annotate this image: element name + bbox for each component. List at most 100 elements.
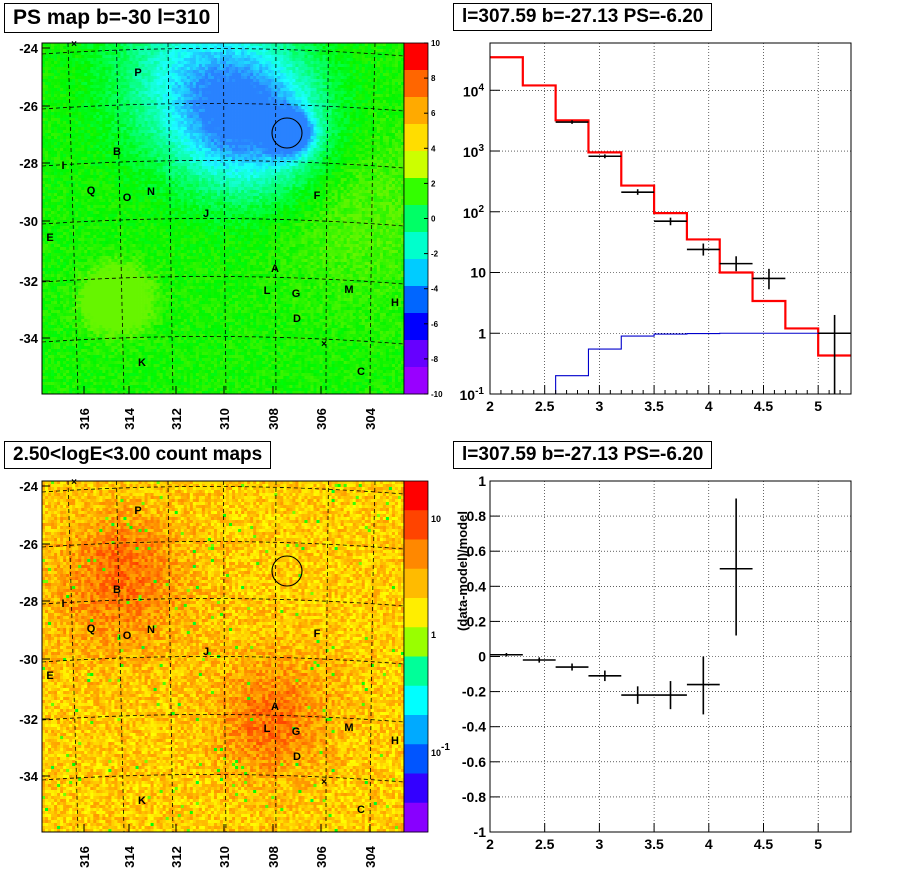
longitude-line [67,480,79,833]
source-label-e: E [46,232,53,244]
y-tick-label: 0.6 [467,543,487,559]
colorbar-tick-label: 10 [431,39,440,48]
source-label-b: B [113,584,121,596]
colorbar-frame [403,480,429,833]
series-group [490,56,851,394]
y-tick-label: -0.4 [462,719,486,735]
x-tick-label: 3 [595,398,603,414]
x-tick-label: 5 [814,398,822,414]
candidate-source-circle [271,555,303,587]
colorbar-segment [404,685,428,716]
source-label-c: C [357,804,365,816]
candidate-source-circle [271,117,303,149]
x-tick-label: 304 [363,845,378,867]
residual-title: l=307.59 b=-27.13 PS=-6.20 [453,441,713,469]
x-tick-label: 312 [169,408,184,430]
x-tick-label: 308 [266,408,281,430]
source-label-p: P [134,67,141,79]
x-tick-label: 314 [122,845,137,867]
y-tick-label: -30 [19,652,38,667]
corner-marker: × [321,777,327,788]
y-tick-label: -24 [19,41,39,56]
colorbar-segment [404,70,428,98]
colorbar-tick-label: 4 [431,144,436,153]
source-label-f: F [314,190,321,202]
residual-plot: 2 2.5 3 3.5 4 4.5 5 1 0.8 0.6 0.4 0.2 0 -0.2 -0.4 -0.6 -… [455,473,852,852]
colorbar-segment [404,510,428,540]
colorbar-segment [404,598,428,628]
x-tick-label: 2.5 [535,398,555,414]
colorbar-tick-label: -2 [431,250,439,259]
x-tick-label: 4 [705,398,713,414]
colorbar-tick-label: 0 [431,215,436,224]
colorbar-segment [404,744,428,774]
spectrum-panel: 2 2.5 3 3.5 4 4.5 5 1 10 10-1 102 103 104 l=307.59 b… [450,0,898,438]
y-tick-label: -24 [19,479,39,494]
x-tick-label: 3.5 [644,836,664,852]
map-pixels [42,481,405,833]
colorbar-segment [404,313,428,341]
source-label-h: H [391,735,399,747]
x-tick-label: 316 [77,846,92,868]
x-tick-label: 2.5 [535,836,555,852]
source-label-l: L [264,285,271,297]
source-label-a: A [271,263,279,275]
colorbar-segment [404,773,428,804]
colorbar-tick-label: 2 [431,179,436,188]
source-label-m: M [344,722,353,734]
colorbar-segment [404,232,428,260]
colorbar-segment [404,568,428,599]
colorbar-segment [404,43,428,71]
y-tick-label: 0.8 [467,508,487,524]
longitude-line [275,480,277,833]
longitude-line [325,480,329,833]
y-tick-label: -32 [19,712,38,727]
y-tick-label: 0.2 [467,613,487,629]
source-label-m: M [344,284,353,296]
colorbar-tick-label: -10 [431,390,443,399]
map-pixels [42,43,405,395]
y-tick-label: -0.2 [462,684,486,700]
y-tick-label: -34 [19,331,39,346]
colorbar-segment [404,539,428,570]
colorbar-segment [404,151,428,179]
colorbar-tick-label: 10 [431,514,441,524]
colorbar-tick-label: -6 [431,320,439,329]
y-tick-label: 0 [478,649,486,665]
source-label-c: C [357,366,365,378]
corner-marker: × [71,477,77,488]
source-label-k: K [138,357,146,369]
x-tick-label: 2 [486,398,494,414]
colorbar-segment [404,481,428,511]
source-label-q: Q [87,623,96,635]
colorbar-tick-label: -8 [431,355,439,364]
x-tick-label: 3 [595,836,603,852]
source-label-d: D [293,313,301,325]
source-label-p: P [134,505,141,517]
corner-marker: × [71,39,77,50]
count-map-plot: -24 -26 -28 -30 -32 -34 316 314 312 310 308 306 304 P… [19,477,450,868]
source-label-o: O [123,192,132,204]
source-label-g: G [292,726,301,738]
colorbar-segment [404,178,428,206]
count-map-panel: -24 -26 -28 -30 -32 -34 316 314 312 310 308 306 304 P… [0,438,450,875]
colorbar-segment [404,97,428,125]
x-tick-label: 2 [486,836,494,852]
y-tick-label: -1 [474,824,487,840]
colorbar-segment [404,259,428,287]
x-tick-label: 3.5 [644,398,664,414]
x-tick-label: 306 [314,408,329,430]
longitude-line [369,480,376,833]
x-tick-label: 4 [705,836,713,852]
y-tick-label: -34 [19,769,39,784]
corner-marker: × [321,339,327,350]
plot-frame [489,42,852,395]
source-label-a: A [271,701,279,713]
source-label-e: E [46,670,53,682]
source-label-g: G [292,288,301,300]
x-tick-label: 312 [169,846,184,868]
x-tick-label: 310 [217,846,232,868]
y-tick-label: 10-1 [460,386,485,403]
colorbar-segment [404,340,428,368]
y-tick-label: -0.6 [462,754,486,770]
